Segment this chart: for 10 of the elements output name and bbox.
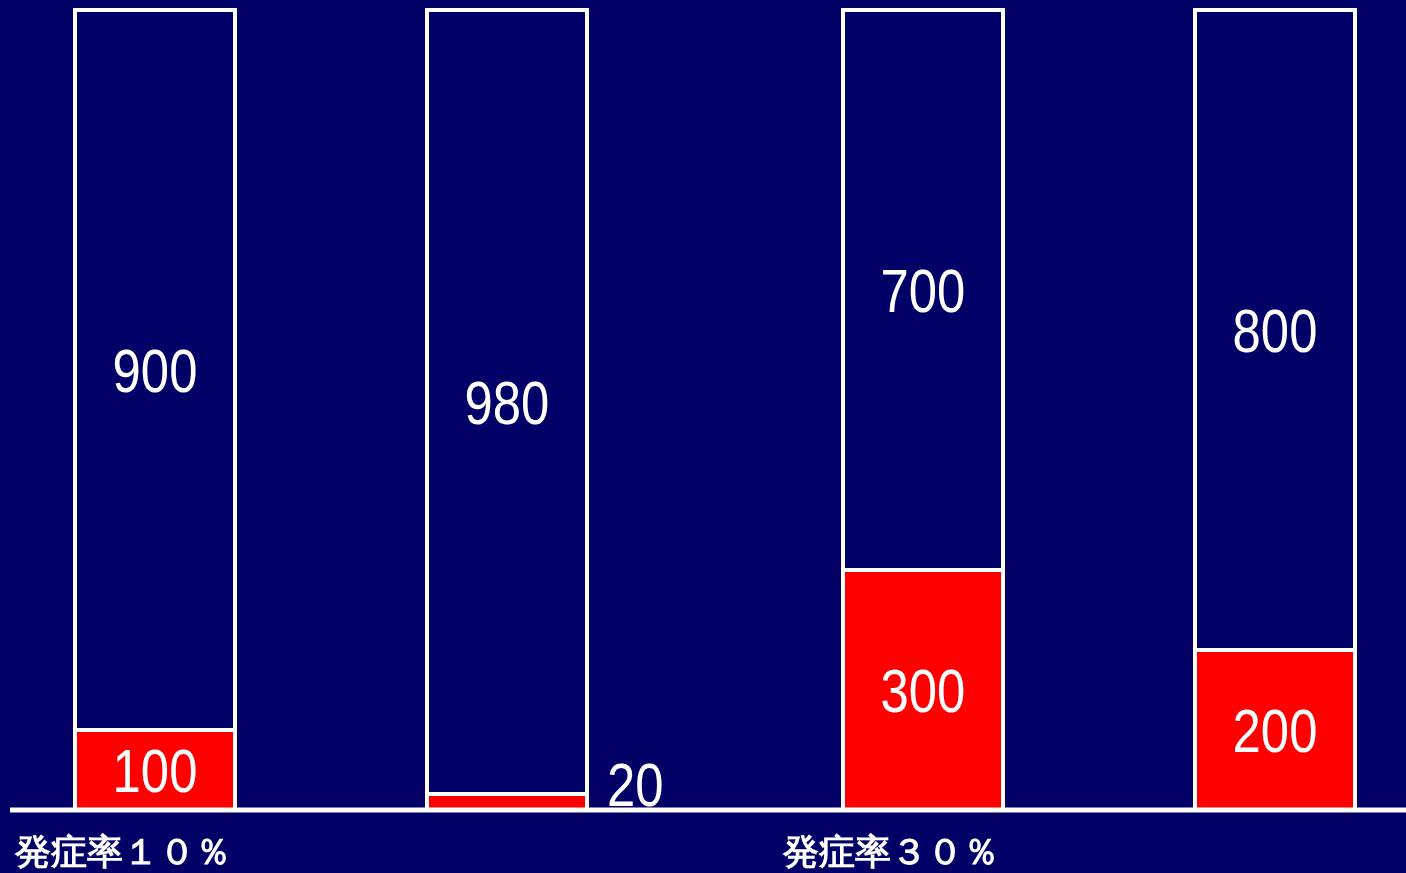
data-label: 900 [112,336,198,406]
x-tick-label: 発症率１０％ [14,831,231,872]
data-label: 300 [880,656,966,726]
data-label: 20 [607,750,664,820]
data-label: 800 [1232,296,1318,366]
x-tick-label: 発症率３０％ [782,831,999,872]
data-label: 200 [1232,696,1318,766]
data-label: 980 [464,368,550,438]
data-label: 700 [880,256,966,326]
data-label: 100 [112,736,198,806]
